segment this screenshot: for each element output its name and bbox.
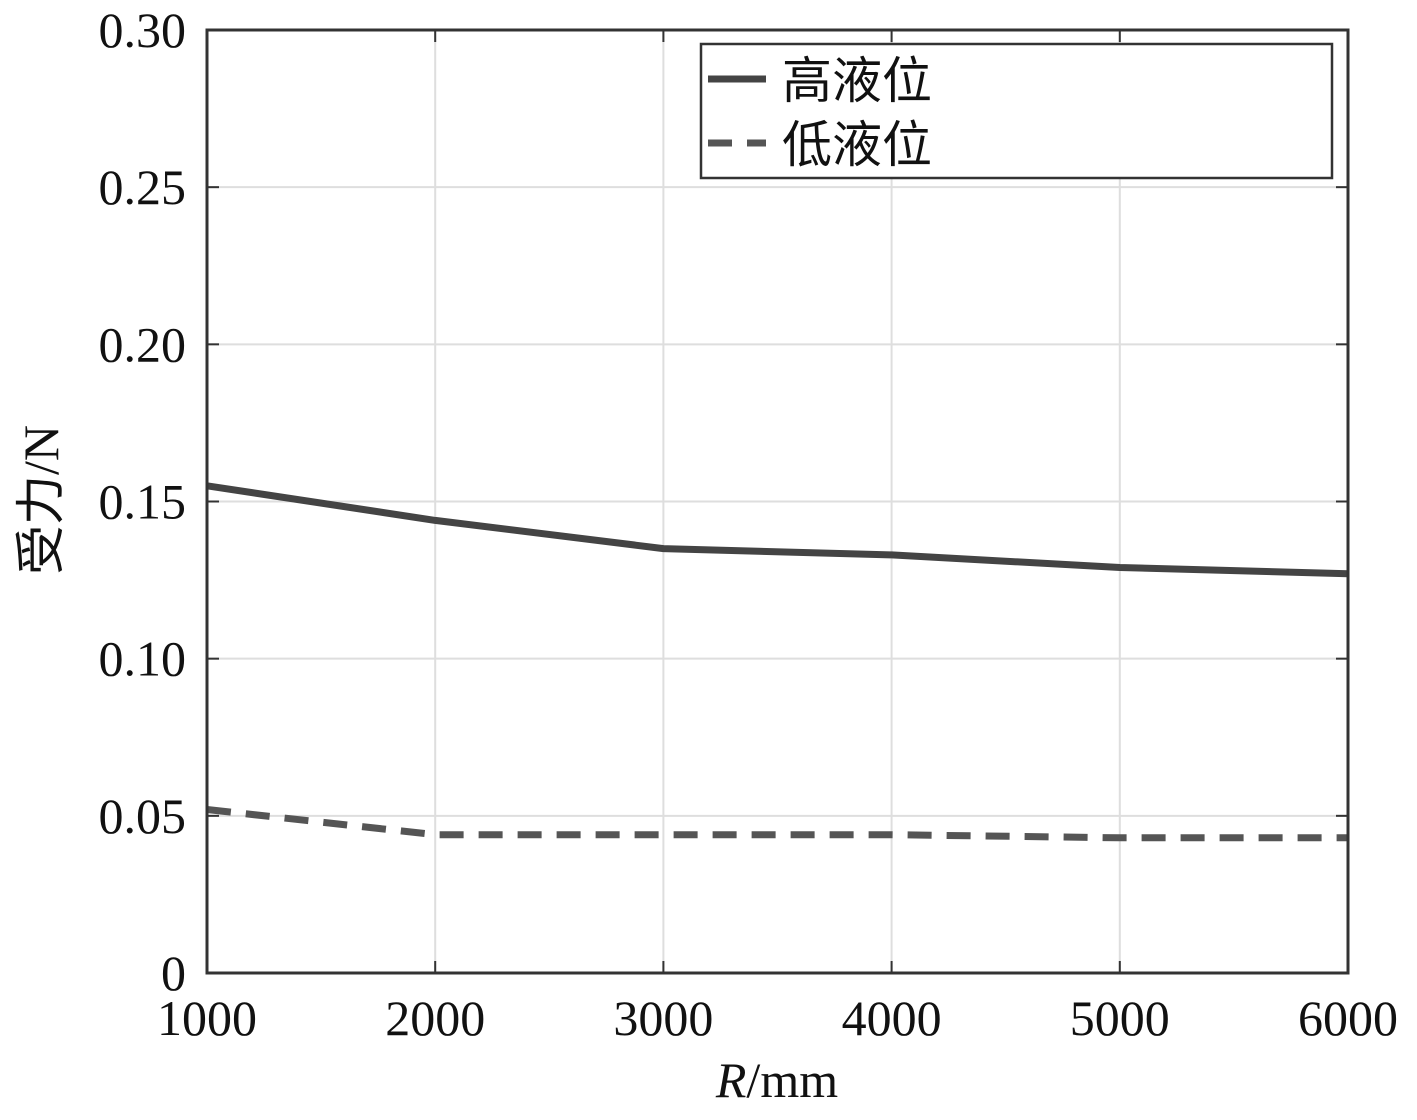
series-line-high-level bbox=[207, 486, 1348, 574]
y-axis-title: 受力/N bbox=[13, 425, 69, 575]
x-tick-label: 6000 bbox=[1298, 990, 1398, 1046]
x-tick-label: 2000 bbox=[385, 990, 485, 1046]
x-axis-title-unit: /mm bbox=[746, 1052, 838, 1108]
data-series bbox=[207, 486, 1348, 838]
y-tick-label: 0.30 bbox=[99, 2, 187, 58]
y-tick-label: 0.05 bbox=[99, 788, 187, 844]
x-tick-label: 4000 bbox=[842, 990, 942, 1046]
y-tick-label: 0.20 bbox=[99, 316, 187, 372]
legend-label-high-level: 高液位 bbox=[782, 53, 932, 109]
y-tick-label: 0.25 bbox=[99, 159, 187, 215]
x-axis-title-italic: R bbox=[715, 1052, 747, 1108]
y-tick-label: 0 bbox=[161, 945, 186, 1001]
x-tick-label: 3000 bbox=[613, 990, 713, 1046]
y-tick-labels: 0 0.05 0.10 0.15 0.20 0.25 0.30 bbox=[99, 2, 187, 1001]
legend-label-low-level: 低液位 bbox=[782, 117, 932, 173]
series-line-low-level bbox=[207, 810, 1348, 838]
y-tick-label: 0.10 bbox=[99, 631, 187, 687]
legend: 高液位 低液位 bbox=[701, 44, 1332, 178]
x-tick-label: 5000 bbox=[1070, 990, 1170, 1046]
x-axis-title: R/mm bbox=[715, 1052, 838, 1108]
y-tick-label: 0.15 bbox=[99, 474, 187, 530]
